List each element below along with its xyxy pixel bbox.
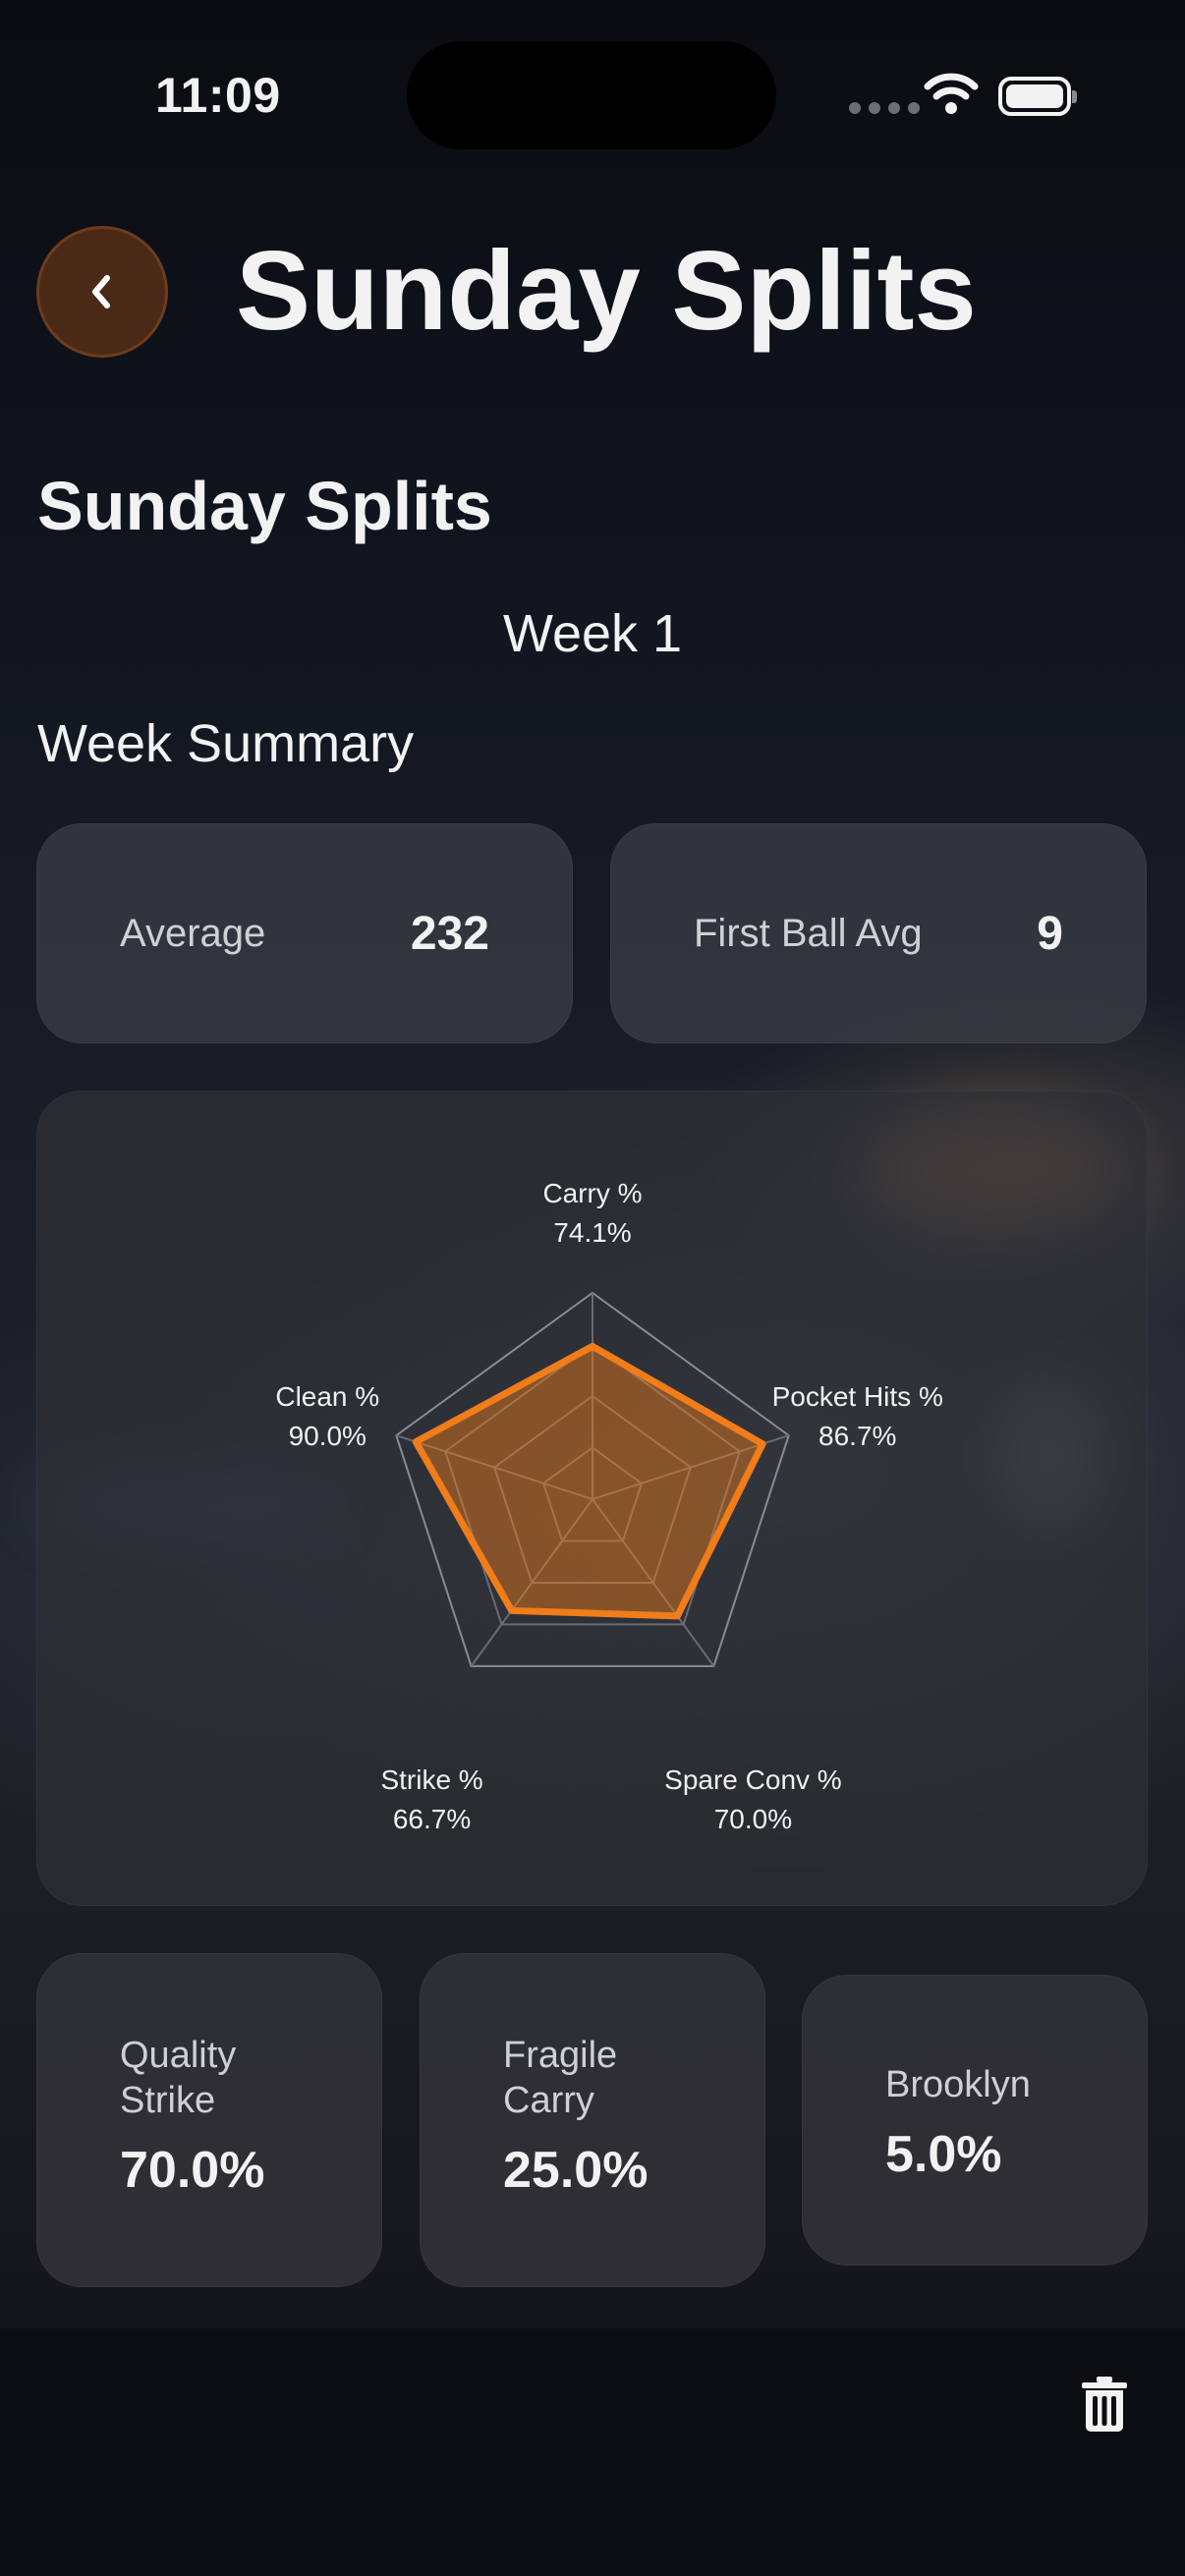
- metric-label: Fragile Carry: [503, 2035, 618, 2121]
- bottom-toolbar: [0, 2328, 1185, 2576]
- radar-grid-ring: [492, 1394, 693, 1584]
- metric-card-quality-strike: Quality Strike 70.0%: [36, 1953, 382, 2287]
- chevron-left-icon: [92, 275, 110, 308]
- radar-spoke: [592, 1498, 715, 1667]
- stat-card-first-ball-avg: First Ball Avg 9: [610, 823, 1147, 1043]
- status-time: 11:09: [155, 68, 281, 123]
- section-title: Week Summary: [37, 714, 415, 773]
- radar-value-label: 90.0%: [289, 1421, 367, 1451]
- battery-icon: [998, 77, 1077, 116]
- radar-chart: Carry % 74.1% Pocket Hits % 86.7% Spare Conv…: [275, 1178, 943, 1834]
- radar-value-label: 86.7%: [818, 1421, 896, 1451]
- radar-axis-label: Carry %: [542, 1178, 642, 1208]
- stat-label: First Ball Avg: [694, 911, 923, 955]
- radar-axis-label: Clean %: [275, 1381, 379, 1412]
- trash-icon[interactable]: [1081, 2376, 1128, 2433]
- radar-value-label: 66.7%: [393, 1804, 471, 1834]
- radar-grid-ring: [395, 1291, 790, 1667]
- stat-card-average: Average 232: [36, 823, 573, 1043]
- radar-grid-ring: [444, 1343, 741, 1626]
- metric-value: 70.0%: [120, 2142, 265, 2199]
- metric-label: Brooklyn: [885, 2064, 1031, 2105]
- metric-value: 25.0%: [503, 2142, 649, 2199]
- wifi-icon: [924, 73, 979, 114]
- radar-chart-card: Carry % 74.1% Pocket Hits % 86.7% Spare Conv…: [36, 1091, 1148, 1906]
- metric-value: 5.0%: [885, 2126, 1002, 2183]
- metric-label: Quality Strike: [120, 2035, 237, 2121]
- radar-value-label: 70.0%: [714, 1804, 792, 1834]
- radar-value-label: 74.1%: [553, 1217, 631, 1248]
- radar-spoke: [395, 1434, 593, 1500]
- radar-axis-label: Pocket Hits %: [772, 1381, 943, 1412]
- stat-value: 232: [410, 907, 489, 960]
- radar-spoke: [592, 1434, 790, 1500]
- cellular-signal-icon: [849, 102, 920, 114]
- radar-grid-ring: [541, 1446, 644, 1542]
- page-heading: Sunday Splits: [37, 468, 492, 544]
- back-button[interactable]: [36, 226, 168, 358]
- dynamic-island: [407, 41, 776, 149]
- radar-series-area: [412, 1342, 766, 1620]
- metric-card-brooklyn: Brooklyn 5.0%: [802, 1975, 1148, 2266]
- week-label: Week 1: [502, 604, 683, 663]
- nav-title: Sunday Splits: [236, 229, 977, 354]
- metric-card-fragile-carry: Fragile Carry 25.0%: [420, 1953, 765, 2287]
- radar-axis-label: Strike %: [380, 1764, 482, 1795]
- radar-spoke: [470, 1498, 593, 1667]
- stat-value: 9: [1037, 907, 1063, 960]
- radar-axis-label: Spare Conv %: [664, 1764, 842, 1795]
- stat-label: Average: [120, 911, 266, 955]
